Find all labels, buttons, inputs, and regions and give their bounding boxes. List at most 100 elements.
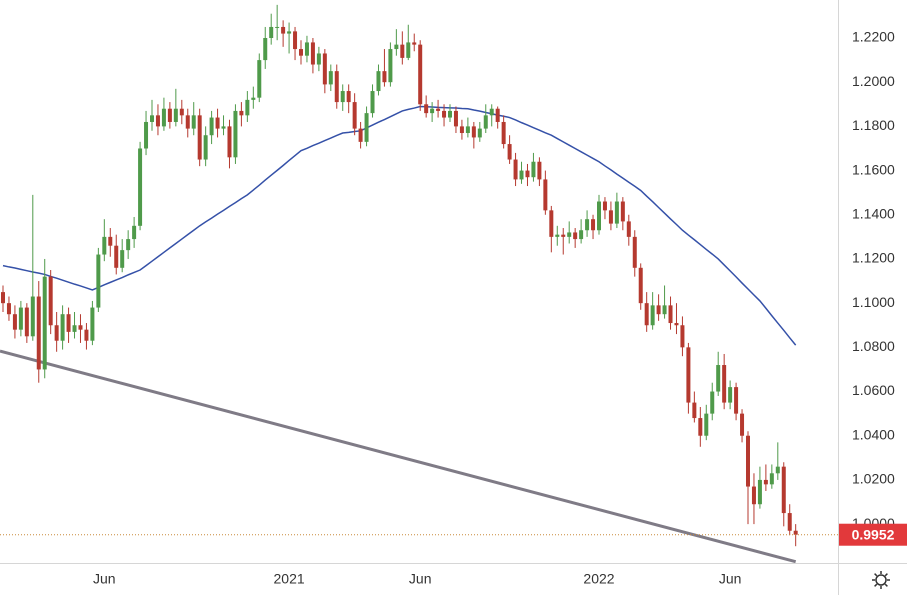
candle-body (239, 110, 244, 116)
x-tick-label: Jun (719, 571, 742, 587)
candle-body (787, 513, 792, 531)
candle-body (173, 108, 178, 122)
moving-average-line (2, 105, 797, 346)
candle-body (12, 314, 17, 330)
candle-body (561, 234, 566, 237)
candle-body (108, 236, 113, 246)
candle-body (227, 126, 232, 158)
candle-body (281, 26, 286, 34)
candle-body (763, 479, 768, 485)
candle-body (567, 232, 572, 237)
candle-body (597, 201, 601, 231)
y-tick-label: 1.0800 (852, 338, 895, 354)
candle-body (102, 236, 107, 255)
candle-body (299, 49, 303, 56)
candle-body (96, 254, 101, 308)
candle-body (591, 219, 596, 231)
candle-body (751, 486, 756, 505)
candle-body (722, 365, 727, 403)
candle-body (120, 250, 125, 268)
candle-body (60, 314, 65, 341)
candle-body (364, 113, 369, 142)
settings-icon-ring[interactable] (875, 574, 887, 586)
candle-body (769, 473, 774, 485)
y-tick-label: 1.0600 (852, 382, 895, 398)
candle-body (620, 201, 625, 222)
candle-body (442, 110, 447, 118)
candle-body (424, 104, 429, 114)
candle-body (257, 60, 262, 98)
candle-body (340, 91, 345, 103)
candle-body (781, 466, 786, 514)
candle-body (191, 115, 196, 129)
candle-body (36, 296, 41, 370)
candle-body (72, 325, 77, 332)
candle-body (185, 115, 190, 129)
candle-body (555, 234, 560, 237)
candle-body (144, 121, 149, 149)
y-tick-label: 1.2200 (852, 29, 895, 45)
candle-body (698, 418, 703, 436)
candle-body (680, 325, 685, 348)
candle-body (632, 236, 637, 268)
candle-body (90, 307, 95, 341)
candle-body (42, 276, 47, 370)
candle-body (716, 365, 721, 392)
settings-icon-spokes[interactable] (872, 571, 890, 589)
candle-body (537, 161, 542, 180)
candle-body (179, 108, 184, 116)
candle-body (728, 387, 733, 403)
candle-body (6, 303, 11, 315)
candle-body (412, 42, 417, 45)
candle-body (531, 161, 536, 178)
candle-body (489, 108, 494, 116)
candle-body (18, 307, 23, 330)
candle-body (513, 159, 518, 180)
candle-body (579, 230, 584, 240)
x-tick-label: Jun (409, 571, 432, 587)
candle-body (150, 115, 154, 122)
candle-body (197, 115, 202, 160)
settings-icon[interactable] (872, 571, 890, 589)
candle-body (269, 26, 274, 39)
y-tick-label: 1.1200 (852, 250, 895, 266)
candle-body (626, 221, 631, 237)
y-tick-label: 1.1000 (852, 294, 895, 310)
candle-body (477, 128, 482, 138)
candle-body (585, 219, 590, 231)
axes: 1.00001.02001.04001.06001.08001.10001.12… (93, 29, 907, 587)
candle-body (84, 329, 89, 341)
candle-body (757, 479, 762, 505)
candle-body (48, 276, 53, 326)
x-tick-label: Jun (93, 571, 116, 587)
candle-body (448, 110, 452, 118)
candle-body (209, 117, 214, 136)
candle-body (483, 115, 488, 129)
y-tick-label: 1.1600 (852, 161, 895, 177)
candle-body (287, 31, 292, 34)
candle-body (734, 387, 739, 414)
candle-body (602, 201, 607, 211)
candle-body (138, 148, 143, 226)
plot-area (0, 4, 838, 564)
candle-body (54, 325, 59, 341)
y-tick-label: 1.1800 (852, 117, 895, 133)
y-tick-label: 1.1400 (852, 205, 895, 221)
candle-body (382, 71, 387, 83)
candle-body (161, 108, 166, 127)
candle-body (400, 44, 405, 58)
candle-body (406, 42, 411, 58)
candle-body (370, 91, 375, 114)
candle-body (650, 305, 655, 326)
candle-body (793, 530, 798, 535)
candle-body (507, 144, 512, 160)
candle-body (686, 347, 691, 403)
candle-body (453, 110, 458, 127)
candle-body (525, 170, 530, 178)
candle-body (155, 115, 160, 127)
candle-body (775, 466, 780, 474)
candle-body (501, 121, 506, 145)
candle-body (418, 44, 423, 105)
y-tick-label: 1.0400 (852, 426, 895, 442)
